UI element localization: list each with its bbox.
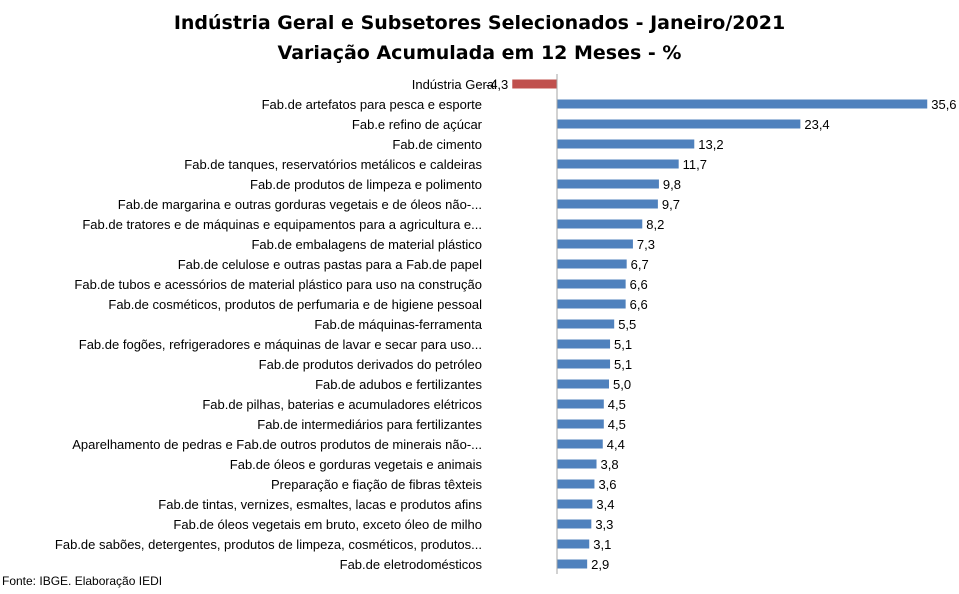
category-label: Fab.de tratores e de máquinas e equipame… xyxy=(82,217,482,232)
bar xyxy=(557,359,611,369)
bar xyxy=(557,559,588,569)
bar xyxy=(557,379,609,389)
value-label: 35,6 xyxy=(931,97,956,112)
category-label: Fab.de máquinas-ferramenta xyxy=(314,317,482,332)
value-label: 2,9 xyxy=(591,557,609,572)
value-label: 6,6 xyxy=(630,277,648,292)
category-label: Fab.de produtos derivados do petróleo xyxy=(259,357,482,372)
bar xyxy=(557,319,615,329)
bar xyxy=(557,479,595,489)
bar xyxy=(557,439,603,449)
bar xyxy=(557,339,611,349)
bar xyxy=(557,219,643,229)
value-label: 6,6 xyxy=(630,297,648,312)
bar xyxy=(557,519,592,529)
bar xyxy=(557,179,659,189)
value-label: 5,1 xyxy=(614,337,632,352)
value-label: 9,7 xyxy=(662,197,680,212)
bar xyxy=(557,139,695,149)
value-label: 5,5 xyxy=(618,317,636,332)
category-label-layer: Indústria Geral Fab.de artefatos para pes… xyxy=(55,77,497,572)
value-label: 13,2 xyxy=(698,137,723,152)
bar xyxy=(557,499,593,509)
value-label: 5,0 xyxy=(613,377,631,392)
category-label: Fab.e refino de açúcar xyxy=(352,117,483,132)
category-label: Preparação e fiação de fibras têxteis xyxy=(271,477,483,492)
bar xyxy=(557,459,597,469)
value-label: 3,8 xyxy=(601,457,619,472)
category-label: Fab.de embalagens de material plástico xyxy=(251,237,482,252)
bar xyxy=(557,399,604,409)
category-label: Fab.de artefatos para pesca e esporte xyxy=(262,97,482,112)
bar xyxy=(557,299,626,309)
category-label: Fab.de fogões, refrigeradores e máquinas… xyxy=(79,337,482,352)
category-label: Fab.de tintas, vernizes, esmaltes, lacas… xyxy=(158,497,482,512)
category-label: Fab.de adubos e fertilizantes xyxy=(315,377,482,392)
bar xyxy=(557,119,801,129)
bar xyxy=(557,419,604,429)
category-label: Fab.de produtos de limpeza e polimento xyxy=(250,177,482,192)
bar xyxy=(557,199,658,209)
category-label: Fab.de intermediários para fertilizantes xyxy=(257,417,482,432)
value-label: 3,1 xyxy=(593,537,611,552)
category-label: Fab.de óleos e gorduras vegetais e anima… xyxy=(230,457,483,472)
bar xyxy=(557,99,928,109)
value-label: 9,8 xyxy=(663,177,681,192)
value-label: 8,2 xyxy=(646,217,664,232)
category-label: Fab.de cosméticos, produtos de perfumari… xyxy=(108,297,482,312)
bar-layer xyxy=(512,79,928,569)
value-label: 3,4 xyxy=(596,497,614,512)
value-label: 11,7 xyxy=(683,157,707,172)
category-label: Indústria Geral xyxy=(412,77,497,92)
value-label: -4,3 xyxy=(486,77,508,92)
value-label: 3,6 xyxy=(598,477,616,492)
category-label: Fab.de tanques, reservatórios metálicos … xyxy=(184,157,482,172)
bar xyxy=(512,79,557,89)
bar xyxy=(557,239,633,249)
value-label: 4,4 xyxy=(607,437,625,452)
bar xyxy=(557,259,627,269)
category-label: Aparelhamento de pedras e Fab.de outros … xyxy=(72,437,482,452)
value-label: 6,7 xyxy=(631,257,649,272)
category-label: Fab.de eletrodomésticos xyxy=(340,557,483,572)
value-label: 4,5 xyxy=(608,417,626,432)
value-label: 23,4 xyxy=(804,117,829,132)
category-label: Fab.de margarina e outras gorduras veget… xyxy=(118,197,482,212)
value-label: 5,1 xyxy=(614,357,632,372)
category-label: Fab.de tubos e acessórios de material pl… xyxy=(74,277,482,292)
bar xyxy=(557,159,679,169)
chart-title: Indústria Geral e Subsetores Selecionado… xyxy=(173,12,786,34)
value-label: 7,3 xyxy=(637,237,655,252)
bar xyxy=(557,539,590,549)
bar xyxy=(557,279,626,289)
value-label: 3,3 xyxy=(595,517,613,532)
category-label: Fab.de celulose e outras pastas para a F… xyxy=(178,257,482,272)
category-label: Fab.de sabões, detergentes, produtos de … xyxy=(55,537,482,552)
category-label: Fab.de óleos vegetais em bruto, exceto ó… xyxy=(173,517,482,532)
value-label: 4,5 xyxy=(608,397,626,412)
chart-subtitle: Variação Acumulada em 12 Meses - % xyxy=(277,42,682,64)
source-note: Fonte: IBGE. Elaboração IEDI xyxy=(2,574,163,588)
category-label: Fab.de cimento xyxy=(392,137,482,152)
category-label: Fab.de pilhas, baterias e acumuladores e… xyxy=(202,397,482,412)
value-label-layer: -4,3 35,6 23,4 13,2 11,79,8 9,7 8,2 7,3 6,7 6,6 6,… xyxy=(486,77,957,572)
